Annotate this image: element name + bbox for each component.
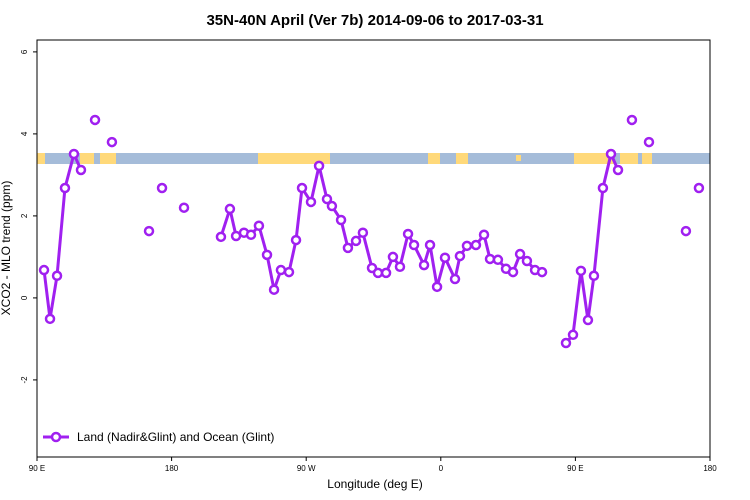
data-point <box>449 273 461 285</box>
data-point <box>59 182 71 194</box>
x-tick-label: 180 <box>703 464 717 473</box>
x-axis-label: Longitude (deg E) <box>327 477 422 491</box>
data-point <box>89 114 101 126</box>
data-point <box>424 239 436 251</box>
data-point <box>514 248 526 260</box>
y-tick-label: 2 <box>20 213 29 218</box>
y-tick-label: 0 <box>20 295 29 300</box>
data-point <box>380 267 392 279</box>
y-tick-label: 4 <box>20 131 29 136</box>
land-band <box>428 153 440 164</box>
data-point <box>597 182 609 194</box>
data-point <box>454 250 466 262</box>
data-point <box>106 136 118 148</box>
y-tick-label: -2 <box>20 376 29 384</box>
land-band <box>516 155 521 161</box>
data-point <box>290 234 302 246</box>
data-point <box>478 229 490 241</box>
data-point <box>492 254 504 266</box>
data-point <box>51 270 63 282</box>
data-point <box>605 148 617 160</box>
data-point <box>588 270 600 282</box>
land-band <box>258 153 330 164</box>
land-band <box>80 153 94 164</box>
data-line <box>564 152 620 344</box>
data-point <box>143 225 155 237</box>
data-point <box>342 242 354 254</box>
data-point <box>253 220 265 231</box>
land-band <box>620 153 638 164</box>
data-point <box>326 200 338 212</box>
data-point <box>439 252 451 263</box>
data-line <box>42 152 83 321</box>
data-point <box>612 164 624 176</box>
data-point <box>461 240 473 252</box>
data-point <box>245 229 257 241</box>
data-point <box>305 196 317 208</box>
data-point <box>387 251 399 263</box>
data-point <box>268 284 280 295</box>
ocean-band <box>37 153 710 164</box>
data-point <box>431 281 443 293</box>
chart-title: 35N-40N April (Ver 7b) 2014-09-06 to 201… <box>206 12 543 29</box>
data-point <box>38 264 50 276</box>
x-tick-label: 90 E <box>567 464 583 473</box>
data-point <box>507 266 519 278</box>
data-point <box>372 267 384 279</box>
data-point <box>408 239 420 251</box>
data-point <box>283 266 295 278</box>
x-tick-label: 90 W <box>297 464 316 473</box>
x-tick-label: 180 <box>165 464 179 473</box>
y-axis-label: XCO2 - MLO trend (ppm) <box>0 181 13 316</box>
data-point <box>582 314 594 326</box>
data-point <box>402 228 414 240</box>
land-band <box>642 153 652 164</box>
data-point <box>643 136 655 148</box>
data-point <box>680 225 692 237</box>
data-point <box>357 227 369 238</box>
data-point <box>693 182 705 194</box>
data-point <box>156 182 168 194</box>
data-point <box>575 265 587 277</box>
data-point <box>536 266 548 278</box>
data-point <box>296 182 308 194</box>
data-point <box>560 337 572 349</box>
land-band <box>37 153 45 164</box>
data-point <box>44 313 56 325</box>
data-point <box>521 255 533 267</box>
y-tick-label: 6 <box>20 49 29 54</box>
x-tick-label: 0 <box>439 464 444 473</box>
data-point <box>178 202 190 213</box>
data-point <box>350 235 362 247</box>
land-band <box>456 153 468 164</box>
x-tick-label: 90 E <box>29 464 45 473</box>
plot-frame <box>36 39 711 458</box>
data-point <box>68 148 80 160</box>
data-point <box>75 164 87 176</box>
land-band <box>574 153 614 164</box>
data-point <box>418 259 430 271</box>
data-point <box>215 231 227 243</box>
data-point <box>626 114 638 126</box>
data-point <box>335 214 347 226</box>
legend-marker <box>50 431 62 443</box>
data-point <box>313 160 325 172</box>
data-point <box>567 329 579 341</box>
data-point <box>261 249 273 261</box>
data-point <box>470 239 482 251</box>
legend-label: Land (Nadir&Glint) and Ocean (Glint) <box>77 430 274 444</box>
data-point <box>321 193 333 205</box>
data-point <box>394 261 406 272</box>
data-point <box>275 264 287 276</box>
land-band <box>100 153 116 164</box>
data-point <box>224 203 236 215</box>
map-strip <box>37 153 710 164</box>
